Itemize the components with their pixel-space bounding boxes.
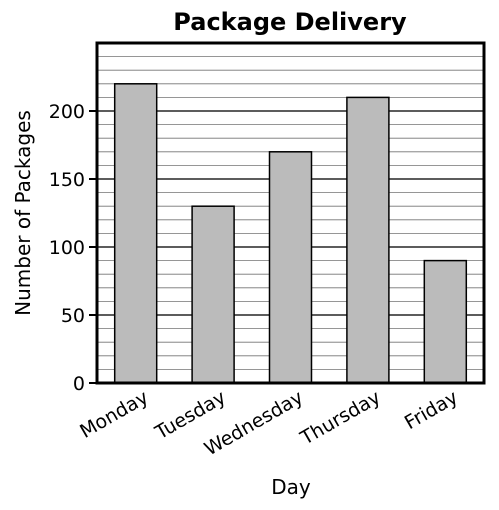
plot-frame <box>95 41 486 385</box>
chart-title: Package Delivery <box>173 8 407 36</box>
bar-tuesday <box>191 205 235 384</box>
x-tick-label: Friday <box>401 386 462 434</box>
x-axis-label: Day <box>271 475 311 499</box>
bar-wednesday <box>268 151 313 384</box>
y-tick-label: 200 <box>49 101 85 123</box>
y-axis-ticks: 0 50 100 150 200 <box>49 101 97 395</box>
y-tick-label: 50 <box>61 305 85 327</box>
bars <box>113 83 468 384</box>
bar-friday <box>423 259 468 384</box>
y-tick-label: 0 <box>73 373 85 395</box>
bar-thursday <box>346 96 390 384</box>
y-axis-label: Number of Packages <box>11 110 35 316</box>
y-tick-label: 150 <box>49 169 85 191</box>
x-tick-label: Thursday <box>296 386 384 450</box>
bar-monday <box>113 83 158 384</box>
y-tick-label: 100 <box>49 237 85 259</box>
x-tick-label: Monday <box>76 386 152 443</box>
